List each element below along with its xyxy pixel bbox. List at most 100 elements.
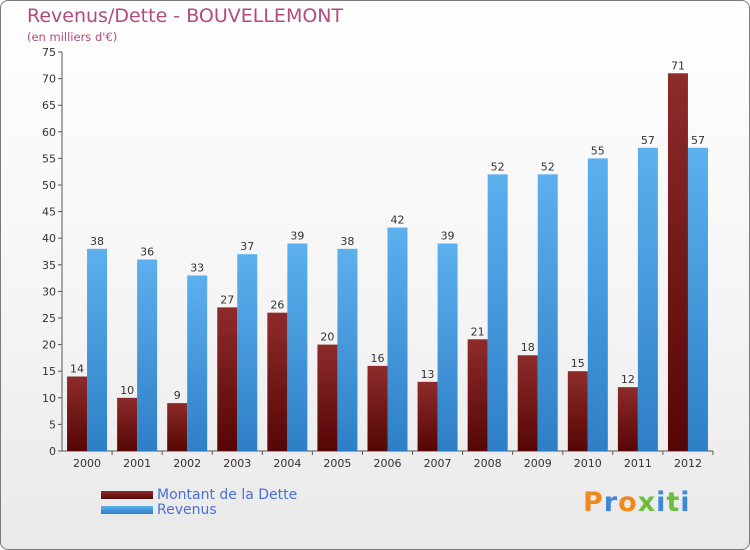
bar-revenus [237,254,258,451]
data-label-revenus: 52 [541,160,555,173]
legend-item-revenus: Revenus [101,501,297,518]
x-tick-label: 2003 [223,457,251,470]
y-tick-label: 15 [42,365,56,378]
logo-letter: P [583,487,604,518]
data-label-revenus: 36 [140,245,154,258]
y-tick-label: 75 [42,46,56,59]
proxiti-logo: Proxiti [583,487,691,518]
bar-revenus [637,147,658,451]
data-label-revenus: 38 [90,235,104,248]
x-tick-label: 2005 [323,457,351,470]
x-tick-label: 2000 [73,457,101,470]
bar-revenus [87,248,108,451]
data-label-dette: 16 [371,352,385,365]
bar-revenus [187,275,208,451]
y-tick-label: 50 [42,179,56,192]
data-label-revenus: 33 [190,261,204,274]
legend-item-dette: Montant de la Dette [101,486,298,503]
logo-letter: o [618,487,638,518]
legend-swatch-revenus [101,505,153,514]
bar-revenus [137,259,158,451]
data-label-revenus: 39 [441,230,455,243]
bar-dette [417,381,438,451]
data-label-revenus: 39 [290,230,304,243]
x-tick-label: 2004 [273,457,301,470]
y-tick-label: 55 [42,152,56,165]
bar-revenus [537,174,558,452]
y-tick-label: 65 [42,99,56,112]
data-label-dette: 26 [270,299,284,312]
bar-revenus [437,243,458,451]
data-label-dette: 21 [471,325,485,338]
y-tick-label: 35 [42,259,56,272]
bar-dette [317,344,338,451]
data-label-dette: 9 [174,389,181,402]
data-label-revenus: 38 [340,235,354,248]
bar-dette [217,307,238,451]
bar-revenus [587,158,608,451]
x-tick-label: 2010 [574,457,602,470]
y-tick-label: 30 [42,285,56,298]
logo-letter: t [666,487,681,518]
bar-dette [67,376,88,451]
data-label-revenus: 57 [691,134,705,147]
x-tick-label: 2006 [374,457,402,470]
x-tick-label: 2008 [474,457,502,470]
y-tick-label: 70 [42,73,56,86]
bar-dette [167,403,188,451]
x-tick-label: 2009 [524,457,552,470]
logo-letter: r [603,487,619,518]
x-tick-label: 2007 [424,457,452,470]
y-tick-label: 5 [49,418,56,431]
data-label-dette: 10 [120,384,134,397]
data-label-dette: 14 [70,363,84,376]
data-label-revenus: 57 [641,134,655,147]
x-tick-label: 2011 [624,457,652,470]
x-tick-label: 2012 [674,457,702,470]
data-label-dette: 18 [521,341,535,354]
bar-revenus [387,227,408,451]
bar-dette [567,371,588,451]
data-label-revenus: 42 [391,214,405,227]
legend-swatch-dette [101,490,153,499]
data-label-dette: 15 [571,357,585,370]
logo-letter: i [680,487,691,518]
logo-letter: i [656,487,667,518]
y-tick-label: 25 [42,312,56,325]
bar-dette [517,355,538,451]
data-label-dette: 71 [671,59,685,72]
y-tick-label: 45 [42,206,56,219]
data-label-dette: 27 [220,293,234,306]
data-label-revenus: 55 [591,144,605,157]
bar-revenus [687,147,708,451]
legend-label-dette: Montant de la Dette [157,486,298,503]
x-tick-label: 2002 [173,457,201,470]
bar-dette [467,339,488,451]
x-tick-label: 2001 [123,457,151,470]
logo-letter: x [637,487,657,518]
data-label-dette: 12 [621,373,635,386]
chart-subtitle: (en milliers d'€) [27,30,118,44]
y-tick-label: 40 [42,232,56,245]
data-label-dette: 13 [421,368,435,381]
legend-label-revenus: Revenus [157,501,217,518]
legend: Montant de la Dette Revenus [101,486,298,518]
data-label-dette: 20 [320,331,334,344]
y-tick-label: 10 [42,392,56,405]
bar-revenus [337,248,358,451]
data-label-revenus: 52 [491,160,505,173]
bar-dette [667,73,688,451]
bar-revenus [287,243,308,451]
bar-dette [117,397,138,451]
bars [67,73,708,452]
bar-dette [617,387,638,451]
bar-dette [267,312,288,451]
y-tick-label: 60 [42,126,56,139]
bar-dette [367,365,388,451]
data-labels: 14 38 10 36 9 33 27 37 26 39 20 38 16 42 13 39 21 52 18 52 1… [70,59,705,402]
data-label-revenus: 37 [240,240,254,253]
y-tick-label: 20 [42,339,56,352]
chart-title: Revenus/Dette - BOUVELLEMONT [27,5,344,27]
bar-revenus [487,174,508,452]
